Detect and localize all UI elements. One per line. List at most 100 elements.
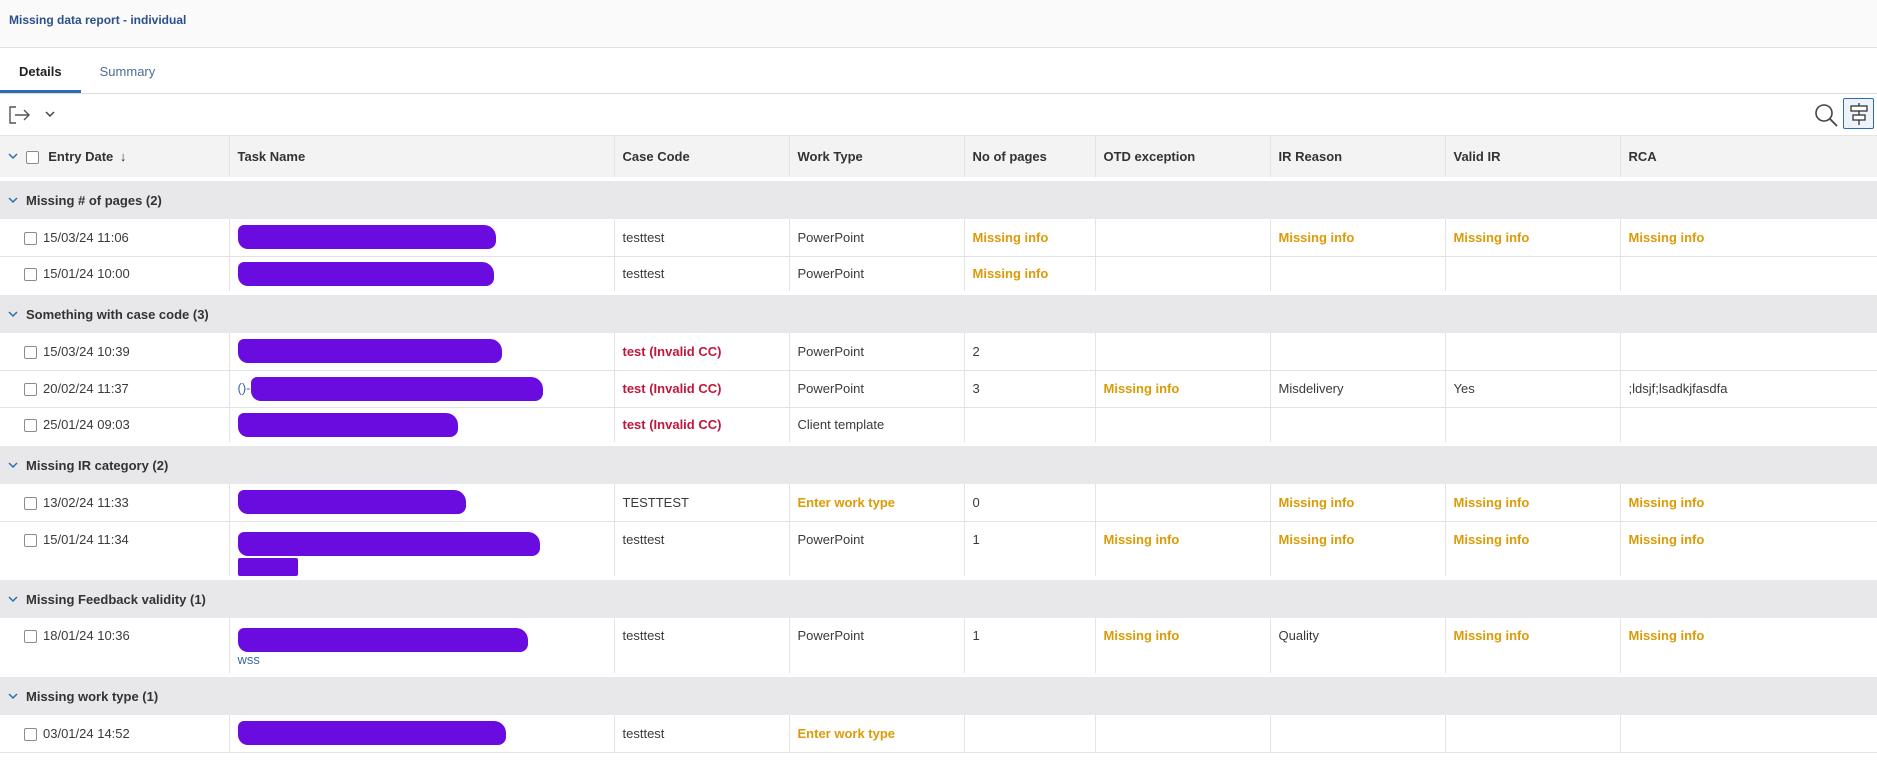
table-row[interactable]: 18/01/24 10:36 wss testtest PowerPoint 1 Miss…	[0, 618, 1877, 676]
valid-ir-cell[interactable]	[1445, 407, 1621, 445]
valid-ir-cell[interactable]	[1445, 333, 1621, 371]
ir-reason-cell[interactable]	[1270, 715, 1446, 753]
chevron-down-icon[interactable]	[8, 193, 20, 208]
valid-ir-cell[interactable]	[1445, 256, 1621, 294]
group-row[interactable]: Missing IR category (2)	[0, 442, 1877, 484]
work-type-cell[interactable]: PowerPoint	[789, 521, 965, 579]
otd-exception-cell[interactable]	[1095, 219, 1271, 257]
otd-exception-cell[interactable]: Missing info	[1095, 521, 1271, 579]
task-name-cell[interactable]	[229, 256, 615, 294]
otd-exception-cell[interactable]	[1095, 256, 1271, 294]
rca-cell[interactable]: ;ldsjf;lsadkjfasdfa	[1620, 370, 1877, 408]
table-row[interactable]: 15/03/24 10:39 test (Invalid CC) PowerPoin…	[0, 333, 1877, 371]
column-ir-reason[interactable]: IR Reason	[1270, 136, 1446, 180]
valid-ir-cell[interactable]: Yes	[1445, 370, 1621, 408]
task-name-cell[interactable]	[229, 407, 615, 445]
work-type-cell[interactable]: Client template	[789, 407, 965, 445]
valid-ir-cell[interactable]: Missing info	[1445, 521, 1621, 579]
group-by-icon[interactable]	[1843, 98, 1874, 129]
select-all-checkbox[interactable]	[25, 151, 39, 165]
valid-ir-cell[interactable]: Missing info	[1445, 484, 1621, 522]
rca-cell[interactable]: Missing info	[1620, 618, 1877, 676]
no-of-pages-cell[interactable]: Missing info	[964, 219, 1096, 257]
row-checkbox[interactable]	[24, 419, 37, 433]
case-code-cell[interactable]: testtest	[614, 219, 790, 257]
row-checkbox[interactable]	[24, 231, 37, 245]
task-name-cell[interactable]	[229, 521, 615, 579]
row-checkbox[interactable]	[24, 383, 37, 397]
table-row[interactable]: 03/01/24 14:52 testtest Enter work type	[0, 715, 1877, 753]
chevron-down-icon[interactable]	[8, 592, 20, 607]
no-of-pages-cell[interactable]	[964, 407, 1096, 445]
task-name-cell[interactable]	[229, 715, 615, 753]
group-header[interactable]: Missing Feedback validity (1)	[0, 576, 1877, 618]
case-code-cell[interactable]: TESTTEST	[614, 484, 790, 522]
otd-exception-cell[interactable]	[1095, 715, 1271, 753]
task-name-cell[interactable]	[229, 484, 615, 522]
no-of-pages-cell[interactable]	[964, 715, 1096, 753]
valid-ir-cell[interactable]	[1445, 715, 1621, 753]
rca-cell[interactable]: Missing info	[1620, 521, 1877, 579]
ir-reason-cell[interactable]: Missing info	[1270, 219, 1446, 257]
no-of-pages-cell[interactable]: 3	[964, 370, 1096, 408]
row-checkbox[interactable]	[24, 533, 37, 547]
work-type-cell[interactable]: Enter work type	[789, 715, 965, 753]
work-type-cell[interactable]: PowerPoint	[789, 219, 965, 257]
case-code-cell[interactable]: testtest	[614, 715, 790, 753]
table-row[interactable]: 15/01/24 11:34 testtest PowerPoint 1 Missing…	[0, 521, 1877, 579]
ir-reason-cell[interactable]: Misdelivery	[1270, 370, 1446, 408]
column-rca[interactable]: RCA	[1620, 136, 1877, 180]
no-of-pages-cell[interactable]: 1	[964, 618, 1096, 676]
valid-ir-cell[interactable]: Missing info	[1445, 618, 1621, 676]
ir-reason-cell[interactable]	[1270, 407, 1446, 445]
case-code-cell[interactable]: testtest	[614, 618, 790, 676]
ir-reason-cell[interactable]	[1270, 333, 1446, 371]
export-icon[interactable]	[8, 104, 32, 126]
rca-cell[interactable]: Missing info	[1620, 219, 1877, 257]
group-row[interactable]: Missing # of pages (2)	[0, 177, 1877, 219]
column-entry-date[interactable]: Entry Date ↓	[0, 136, 230, 180]
no-of-pages-cell[interactable]: 0	[964, 484, 1096, 522]
chevron-down-icon[interactable]	[8, 689, 20, 704]
table-row[interactable]: 20/02/24 11:37 ()- test (Invalid CC) PowerP…	[0, 370, 1877, 408]
ir-reason-cell[interactable]: Missing info	[1270, 521, 1446, 579]
group-header[interactable]: Something with case code (3)	[0, 291, 1877, 333]
task-name-cell[interactable]	[229, 333, 615, 371]
case-code-cell[interactable]: testtest	[614, 256, 790, 294]
column-task-name[interactable]: Task Name	[229, 136, 615, 180]
work-type-cell[interactable]: Enter work type	[789, 484, 965, 522]
tab-summary[interactable]: Summary	[99, 64, 156, 79]
group-header[interactable]: Missing IR category (2)	[0, 442, 1877, 484]
task-name-cell[interactable]	[229, 219, 615, 257]
work-type-cell[interactable]: PowerPoint	[789, 618, 965, 676]
group-header[interactable]: Missing # of pages (2)	[0, 177, 1877, 219]
row-checkbox[interactable]	[24, 630, 37, 644]
row-checkbox[interactable]	[24, 496, 37, 510]
table-row[interactable]: 15/01/24 10:00 testtest PowerPoint Missing …	[0, 256, 1877, 294]
chevron-down-icon[interactable]	[43, 107, 57, 121]
rca-cell[interactable]	[1620, 256, 1877, 294]
chevron-down-icon[interactable]	[8, 307, 20, 322]
no-of-pages-cell[interactable]: 2	[964, 333, 1096, 371]
column-case-code[interactable]: Case Code	[614, 136, 790, 180]
search-icon[interactable]	[1813, 102, 1839, 128]
table-row[interactable]: 15/03/24 11:06 testtest PowerPoint Missing …	[0, 219, 1877, 257]
otd-exception-cell[interactable]: Missing info	[1095, 618, 1271, 676]
table-row[interactable]: 25/01/24 09:03 test (Invalid CC) Client te…	[0, 407, 1877, 445]
valid-ir-cell[interactable]: Missing info	[1445, 219, 1621, 257]
sort-descending-icon[interactable]: ↓	[119, 148, 127, 164]
ir-reason-cell[interactable]: Quality	[1270, 618, 1446, 676]
otd-exception-cell[interactable]	[1095, 484, 1271, 522]
ir-reason-cell[interactable]	[1270, 256, 1446, 294]
case-code-cell[interactable]: testtest	[614, 521, 790, 579]
no-of-pages-cell[interactable]: Missing info	[964, 256, 1096, 294]
task-name-link[interactable]: wss	[237, 652, 260, 667]
column-otd-exception[interactable]: OTD exception	[1095, 136, 1271, 180]
no-of-pages-cell[interactable]: 1	[964, 521, 1096, 579]
rca-cell[interactable]: Missing info	[1620, 484, 1877, 522]
collapse-all-icon[interactable]	[8, 149, 18, 164]
group-row[interactable]: Something with case code (3)	[0, 291, 1877, 333]
column-valid-ir[interactable]: Valid IR	[1445, 136, 1621, 180]
column-no-of-pages[interactable]: No of pages	[964, 136, 1096, 180]
column-work-type[interactable]: Work Type	[789, 136, 965, 180]
